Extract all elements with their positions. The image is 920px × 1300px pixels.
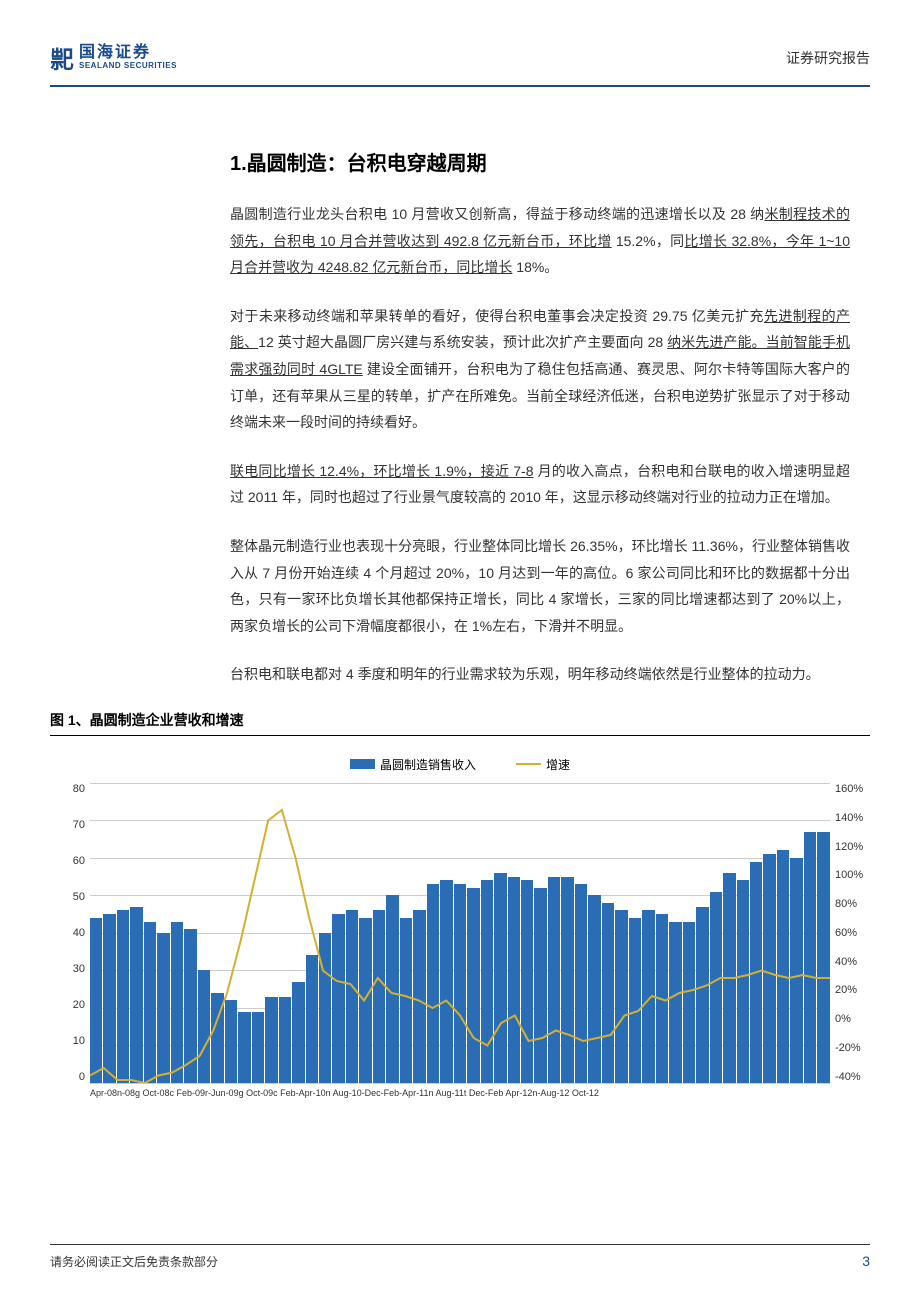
legend-bar: 晶圆制造销售收入 [350, 756, 476, 773]
company-logo: 䄐 国海证券 SEALAND SECURITIES [50, 40, 177, 75]
chart-legend: 晶圆制造销售收入 增速 [50, 756, 870, 773]
legend-line-swatch [516, 763, 541, 765]
x-axis-labels: Apr-08n-08g Oct-08c Feb-09r-Jun-09g Oct-… [90, 1088, 830, 1098]
paragraph-2: 对于未来移动终端和苹果转单的看好，使得台积电董事会决定投资 29.75 亿美元扩… [230, 303, 850, 436]
report-type-label: 证券研究报告 [786, 48, 870, 68]
logo-icon: 䄐 [50, 40, 74, 75]
chart-plot-area: 80706050403020100 160%140%120%100%80%60%… [90, 783, 830, 1083]
page-number: 3 [862, 1253, 870, 1270]
legend-bar-swatch [350, 759, 375, 769]
content-area: 1.晶圆制造：台积电穿越周期 晶圆制造行业龙头台积电 10 月营收又创新高，得益… [50, 147, 870, 688]
logo-text-en: SEALAND SECURITIES [79, 62, 177, 71]
paragraph-1: 晶圆制造行业龙头台积电 10 月营收又创新高，得益于移动终端的迅速增长以及 28… [230, 201, 850, 281]
footer-disclaimer: 请务必阅读正文后免责条款部分 [50, 1253, 218, 1270]
chart-container: 晶圆制造销售收入 增速 80706050403020100 160%140%12… [50, 746, 870, 1116]
paragraph-3: 联电同比增长 12.4%，环比增长 1.9%，接近 7-8 月的收入高点，台积电… [230, 458, 850, 511]
y-axis-left: 80706050403020100 [55, 783, 85, 1083]
section-title: 1.晶圆制造：台积电穿越周期 [230, 147, 850, 176]
chart-bars [90, 783, 830, 1083]
y-axis-right: 160%140%120%100%80%60%40%20%0%-20%-40% [835, 783, 875, 1083]
legend-line: 增速 [516, 756, 570, 773]
page-footer: 请务必阅读正文后免责条款部分 3 [50, 1244, 870, 1270]
paragraph-4: 整体晶元制造行业也表现十分亮眼，行业整体同比增长 26.35%，环比增长 11.… [230, 533, 850, 639]
paragraph-5: 台积电和联电都对 4 季度和明年的行业需求较为乐观，明年移动终端依然是行业整体的… [230, 661, 850, 688]
report-page: 䄐 国海证券 SEALAND SECURITIES 证券研究报告 1.晶圆制造：… [0, 0, 920, 1300]
logo-text-cn: 国海证券 [79, 44, 177, 62]
page-header: 䄐 国海证券 SEALAND SECURITIES 证券研究报告 [50, 40, 870, 87]
chart-title: 图 1、晶圆制造企业营收和增速 [50, 710, 870, 736]
